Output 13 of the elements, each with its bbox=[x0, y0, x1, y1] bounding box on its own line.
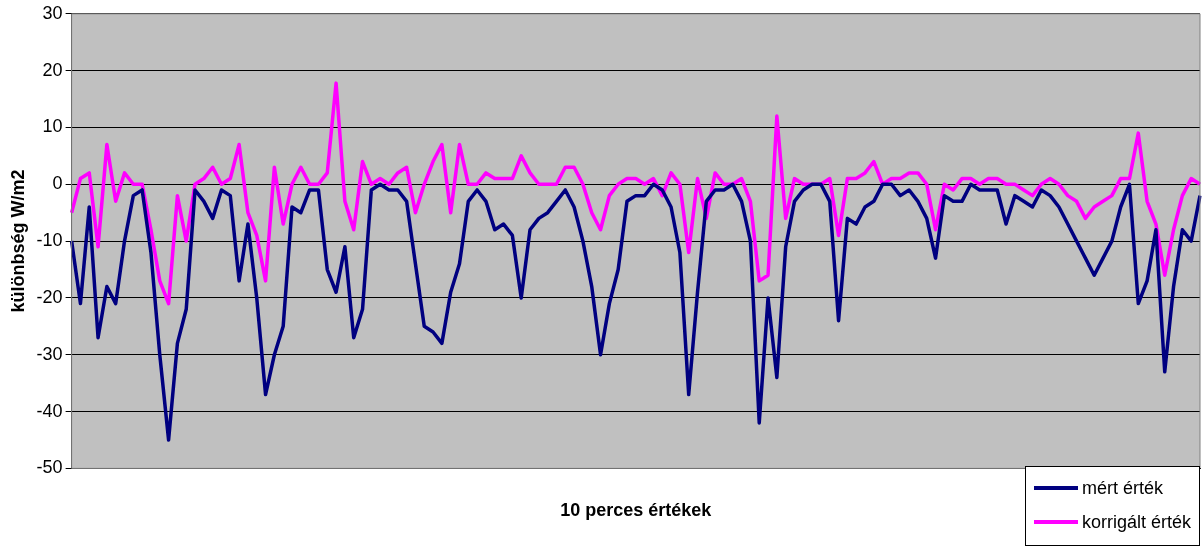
y-tick-label: 30 bbox=[42, 2, 63, 23]
y-tick-label: 10 bbox=[42, 116, 63, 137]
y-axis-title: különbség W/m2 bbox=[7, 169, 28, 313]
legend-label: korrigált érték bbox=[1081, 511, 1191, 533]
y-tick-label: -30 bbox=[36, 343, 63, 364]
y-tick-label: 20 bbox=[42, 59, 63, 80]
y-tick-label: -50 bbox=[36, 457, 63, 478]
y-tick-label: -40 bbox=[36, 400, 63, 421]
y-tick-label: -10 bbox=[36, 230, 63, 251]
legend-label: mért érték bbox=[1081, 477, 1163, 499]
x-axis-title: 10 perces értékek bbox=[560, 500, 713, 521]
y-tick-label: 0 bbox=[52, 173, 63, 194]
y-tick-label: -20 bbox=[36, 286, 63, 307]
